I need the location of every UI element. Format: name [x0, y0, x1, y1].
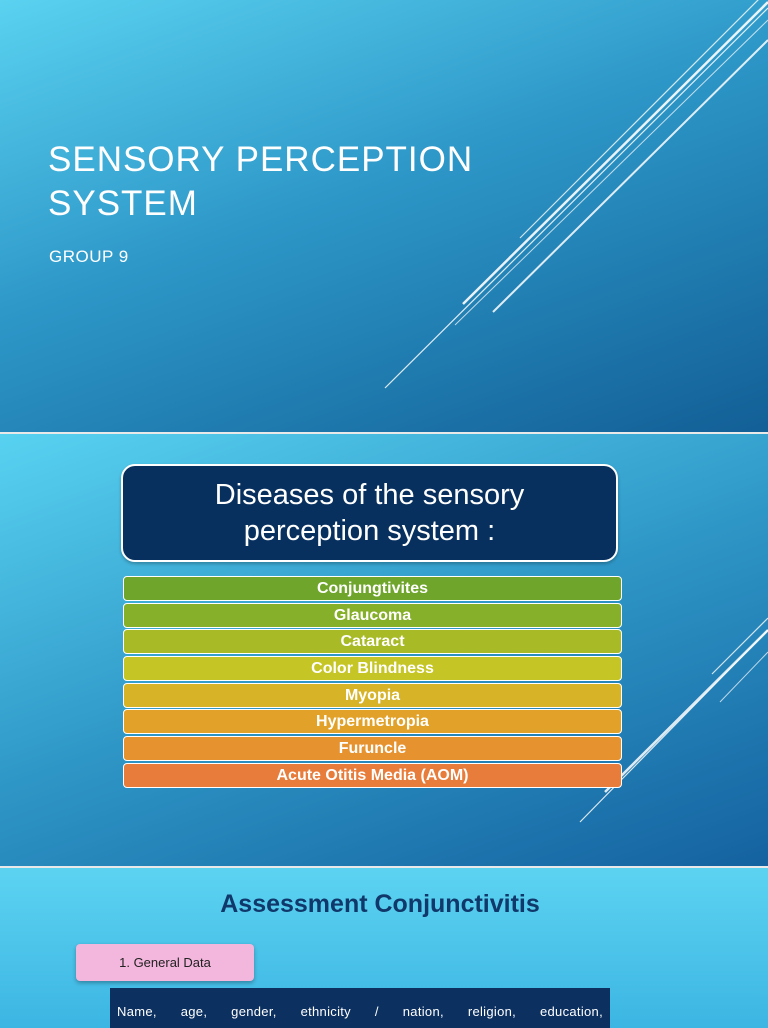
disease-item: Color Blindness — [123, 656, 622, 682]
disease-item: Myopia — [123, 682, 622, 708]
general-data-box: Name, age, gender, ethnicity / nation, r… — [110, 988, 610, 1028]
slide-title: Sensory Perception System — [48, 138, 518, 226]
disease-item: Hypermetropia — [123, 709, 622, 735]
slide-subtitle: GROUP 9 — [49, 247, 129, 266]
diseases-slide: Diseases of the sensory perception syste… — [0, 434, 768, 866]
diseases-header: Diseases of the sensory perception syste… — [121, 464, 618, 562]
disease-item: Furuncle — [123, 736, 622, 762]
disease-item: Glaucoma — [123, 602, 622, 628]
title-slide: Sensory Perception System GROUP 9 — [0, 0, 768, 432]
general-data-tab: 1. General Data — [76, 944, 254, 981]
assessment-title: Assessment Conjunctivitis — [220, 890, 540, 918]
disease-item: Acute Otitis Media (AOM) — [123, 762, 622, 788]
title-line-1: Sensory Perception — [48, 140, 474, 179]
assessment-slide: Assessment Conjunctivitis 1. General Dat… — [0, 868, 768, 1028]
disease-item: Conjungtivites — [123, 576, 622, 601]
disease-list: Conjungtivites Glaucoma Cataract Color Blin… — [123, 576, 622, 790]
disease-item: Cataract — [123, 629, 622, 655]
title-line-2: System — [48, 184, 198, 223]
